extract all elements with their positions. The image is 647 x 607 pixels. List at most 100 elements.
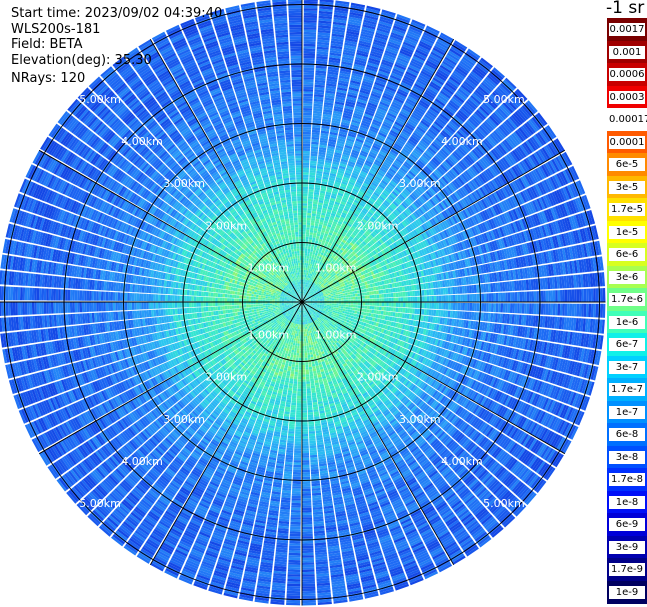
range-gate [353,278,357,282]
range-gate [303,53,315,56]
range-gate [287,158,295,162]
range-gate [545,290,549,302]
range-gate [332,289,335,293]
range-gate [559,204,566,218]
range-gate [377,263,382,268]
range-gate [448,254,453,263]
range-gate [495,176,503,188]
range-gate [306,224,311,228]
range-gate [583,288,587,302]
range-gate [297,255,300,259]
range-gate [367,295,370,299]
range-gate [291,77,302,80]
range-gate [511,181,520,193]
range-gate [513,258,518,269]
range-gate [374,282,378,287]
range-gate [444,238,450,247]
range-gate [390,262,395,268]
range-gate [554,220,561,234]
range-gate [397,287,401,292]
range-gate [293,212,298,216]
range-gate [562,262,566,275]
range-gate [519,291,523,302]
range-gate [442,280,446,288]
range-gate [392,287,396,293]
range-gate [364,281,368,286]
range-gate [377,252,382,258]
range-gate [482,254,488,264]
range-gate [493,272,498,282]
range-gate [302,229,306,232]
range-gate [391,243,396,249]
range-gate [298,267,301,270]
range-gate [294,136,302,140]
range-gate [453,294,456,302]
range-gate [549,236,555,249]
range-gate [538,252,543,265]
range-gate [525,216,532,229]
range-gate [364,273,368,278]
range-gate [302,172,309,175]
range-gate [551,191,559,205]
range-gate [516,179,524,191]
range-gate [561,276,565,289]
range-gate [346,287,350,290]
range-gate [352,275,356,280]
range-gate [326,288,330,291]
range-gate [454,286,458,294]
range-gate [422,269,427,276]
range-gate [575,214,582,228]
range-gate [557,262,562,275]
range-gate [346,299,349,302]
range-gate [380,276,384,281]
range-gate [425,247,430,254]
range-gate [540,278,544,290]
range-gate [560,171,569,185]
range-gate [293,215,298,218]
range-gate [496,203,504,214]
range-gate [418,271,422,277]
range-gate [341,297,344,300]
range-gate [342,283,346,287]
range-gate [307,212,312,216]
range-gate [526,255,532,267]
range-gate [451,235,457,244]
range-gate [528,171,537,184]
range-gate [302,196,308,199]
range-gate [439,232,445,240]
range-gate [325,287,329,290]
range-gate [514,233,520,245]
range-gate [403,297,406,302]
range-gate [431,295,435,302]
range-gate [403,280,407,286]
range-gate [304,262,307,266]
range-gate [305,236,309,240]
range-gate [490,206,497,217]
range-gate [291,229,295,233]
range-gate [307,299,310,301]
range-gate [499,226,505,237]
range-gate [303,10,318,14]
range-gate [454,270,459,278]
range-gate [311,213,316,217]
range-gate [498,202,506,213]
range-gate [405,249,410,256]
range-gate [334,289,338,292]
range-gate [489,262,494,272]
range-gate [399,286,403,292]
range-gate [431,227,437,235]
range-gate [303,134,311,137]
range-gate [309,165,317,169]
range-gate [302,238,306,242]
range-gate [580,259,585,273]
range-gate [312,299,315,301]
range-gate [514,180,522,192]
range-gate [518,280,522,291]
range-gate [427,261,432,268]
range-gate [393,272,398,278]
range-gate [467,294,470,302]
range-gate [583,258,588,273]
range-gate [295,165,302,168]
range-gate [378,290,382,294]
range-gate [494,261,499,272]
